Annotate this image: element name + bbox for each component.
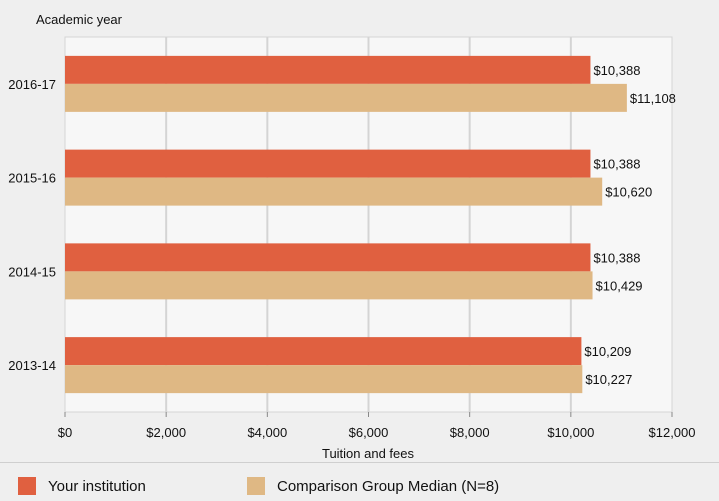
legend-item-institution: Your institution xyxy=(18,477,146,495)
bar-value-label: $10,227 xyxy=(585,372,632,387)
bar-comparison xyxy=(65,177,603,206)
bar-institution xyxy=(65,149,591,178)
x-tick-label: $4,000 xyxy=(247,425,287,440)
x-tick-label: $0 xyxy=(58,425,72,440)
bar-comparison xyxy=(65,271,593,300)
chart-legend: Your institution Comparison Group Median… xyxy=(0,462,719,501)
legend-swatch-institution xyxy=(18,477,36,495)
y-category-label: 2016-17 xyxy=(8,77,56,92)
bar-institution xyxy=(65,337,582,366)
x-tick-label: $8,000 xyxy=(450,425,490,440)
y-category-label: 2013-14 xyxy=(8,358,56,373)
bar-institution xyxy=(65,243,591,272)
x-tick-label: $12,000 xyxy=(649,425,696,440)
y-axis-title: Academic year xyxy=(36,12,123,27)
bar-value-label: $10,388 xyxy=(593,63,640,78)
x-tick-label: $10,000 xyxy=(547,425,594,440)
bar-value-label: $10,388 xyxy=(593,250,640,265)
bar-comparison xyxy=(65,365,583,394)
bar-institution xyxy=(65,55,591,84)
x-axis-title: Tuition and fees xyxy=(322,446,415,461)
legend-label-comparison: Comparison Group Median (N=8) xyxy=(277,477,500,495)
bar-chart: 2016-17 $10,388 $11,108 2015-16 $10,388 $10,6… xyxy=(8,12,696,461)
bar-value-label: $10,209 xyxy=(584,344,631,359)
y-category-label: 2014-15 xyxy=(8,264,56,279)
x-tick-label: $2,000 xyxy=(146,425,186,440)
legend-label-institution: Your institution xyxy=(48,477,146,495)
legend-item-comparison: Comparison Group Median (N=8) xyxy=(247,477,499,495)
bar-value-label: $10,429 xyxy=(596,278,643,293)
y-category-label: 2015-16 xyxy=(8,171,56,186)
bar-value-label: $10,388 xyxy=(593,157,640,172)
bar-value-label: $11,108 xyxy=(630,91,676,106)
bar-value-label: $10,620 xyxy=(605,185,652,200)
bar-comparison xyxy=(65,83,627,112)
legend-swatch-comparison xyxy=(247,477,265,495)
x-tick-label: $6,000 xyxy=(349,425,389,440)
